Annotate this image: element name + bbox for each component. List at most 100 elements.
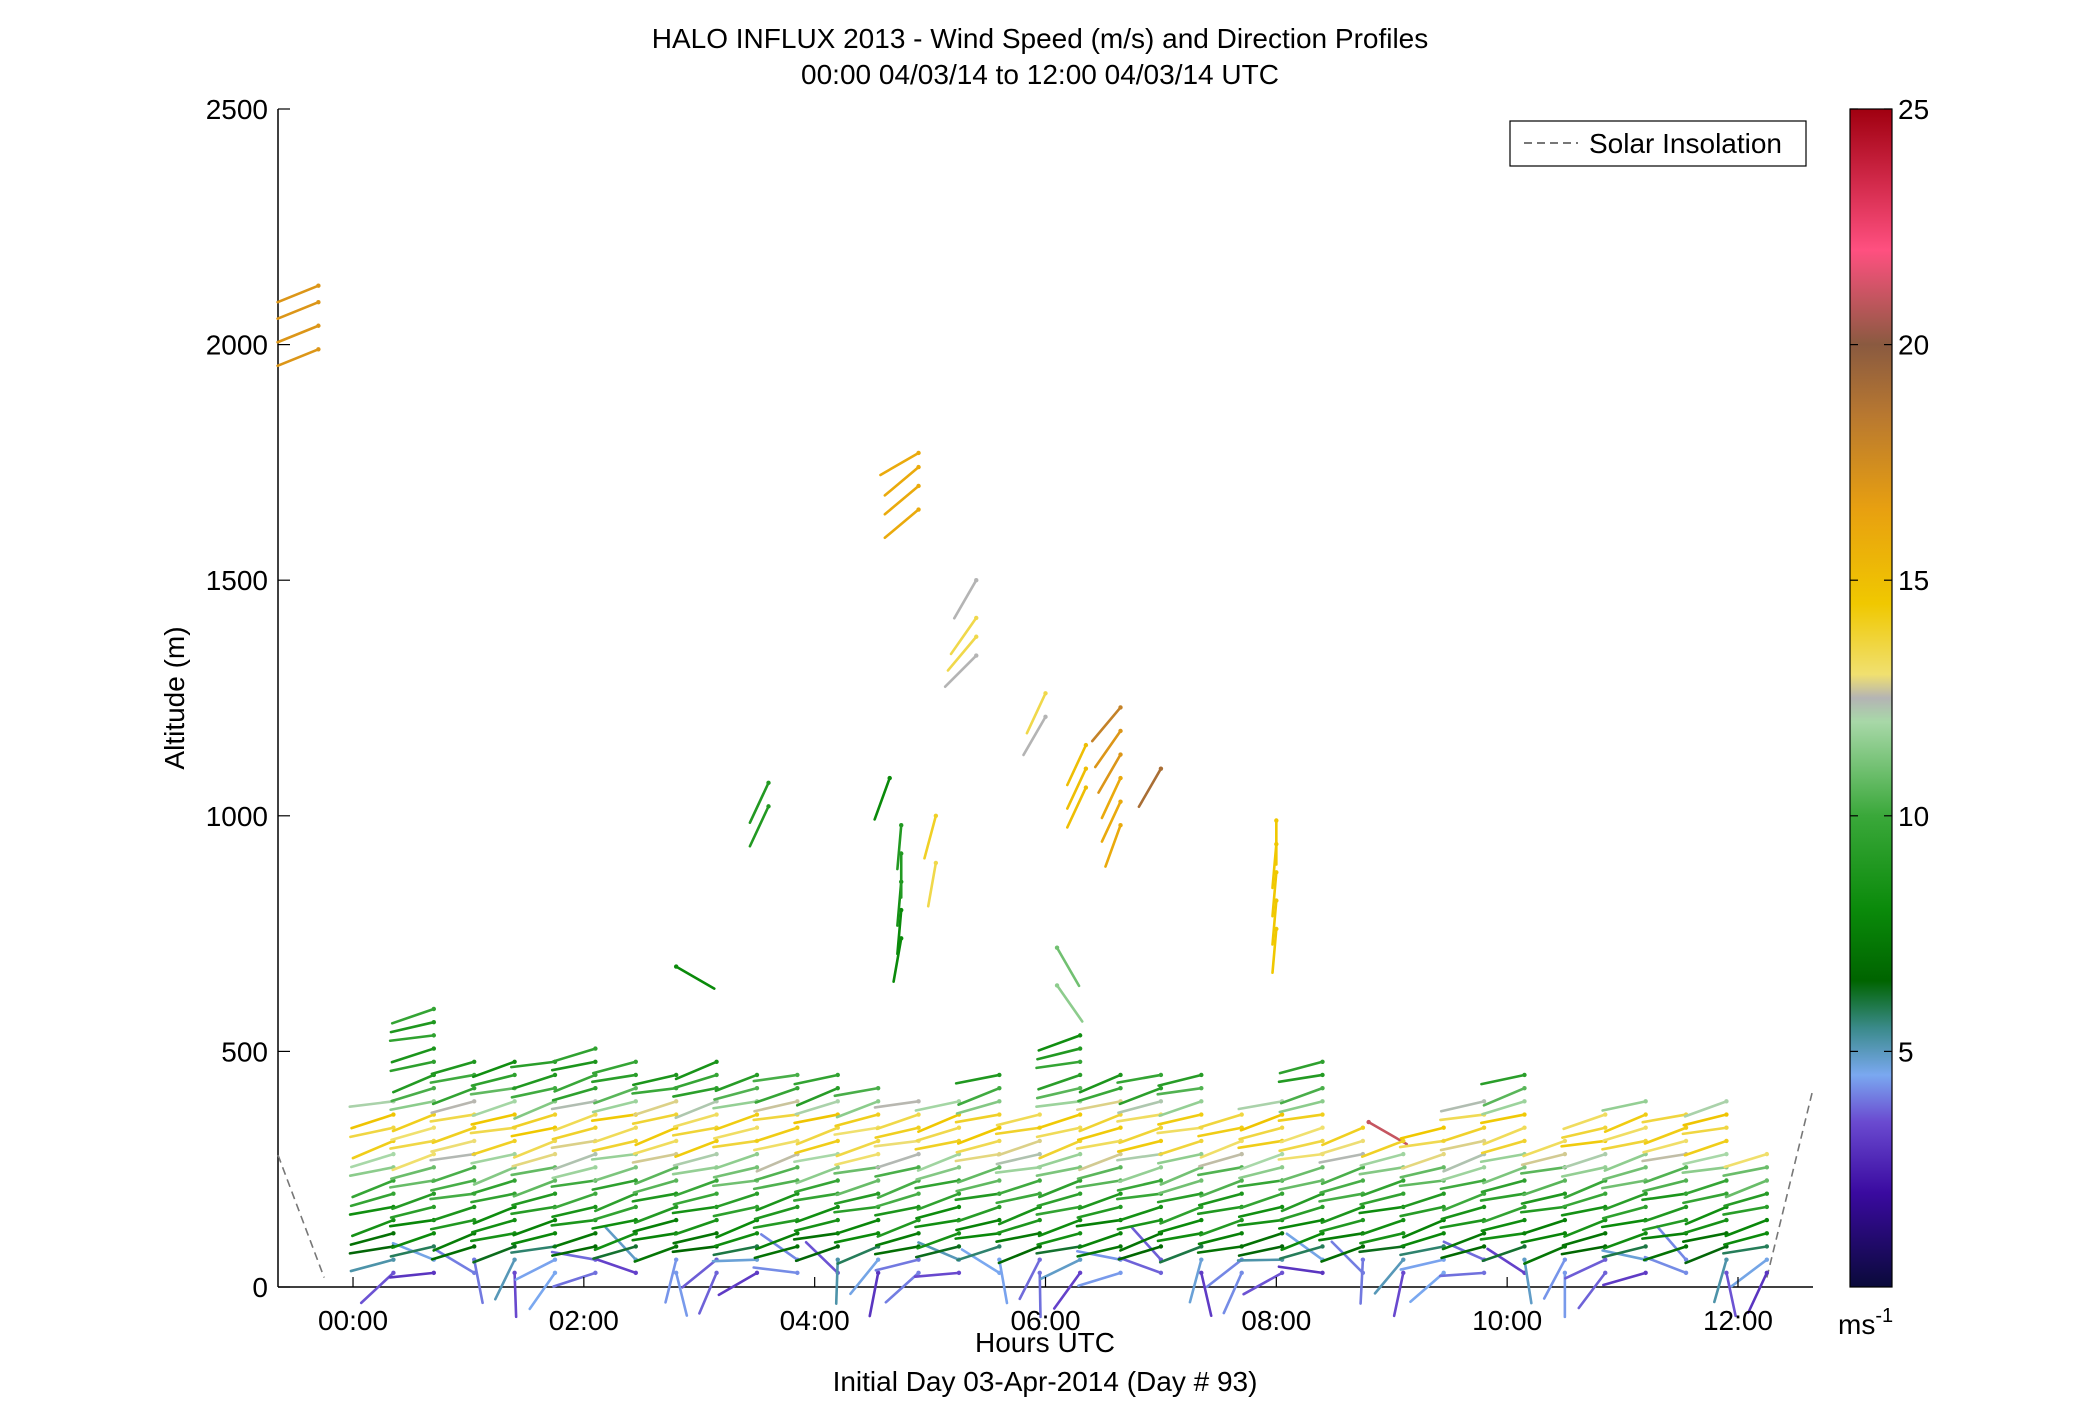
wind-barb-dot <box>1037 1151 1042 1157</box>
wind-barb-dot <box>1603 1270 1608 1276</box>
wind-barb <box>1239 1192 1284 1210</box>
wind-barb <box>793 1179 840 1194</box>
wind-barb-dot <box>431 1151 437 1157</box>
wind-barb <box>883 465 920 497</box>
wind-barb-dot <box>1320 1138 1325 1144</box>
wind-barb <box>1479 1192 1526 1202</box>
wind-barb-dot <box>875 1270 881 1276</box>
x-tick-label: 04:00 <box>780 1305 850 1336</box>
wind-barb-dot <box>593 1231 598 1236</box>
wind-barb <box>671 1166 718 1176</box>
wind-barb <box>1683 1179 1728 1196</box>
wind-barb <box>1643 1255 1688 1275</box>
wind-barb-dot <box>766 804 771 809</box>
wind-barb <box>350 1113 395 1130</box>
wind-barb <box>994 1126 1042 1136</box>
wind-barb-dot <box>835 1217 840 1223</box>
wind-barb <box>1319 1218 1365 1233</box>
wind-barb <box>1521 1218 1567 1235</box>
wind-barb-dot <box>633 1178 638 1183</box>
wind-barb <box>1562 1113 1607 1131</box>
wind-barb <box>1271 871 1278 918</box>
wind-barb <box>633 1245 678 1263</box>
wind-barb <box>470 1073 516 1087</box>
wind-barb-dot <box>431 1204 437 1210</box>
wind-barb-dot <box>1401 1217 1406 1223</box>
wind-barb <box>833 1126 880 1136</box>
wind-barb <box>276 284 320 304</box>
wind-barb-dot <box>1562 1191 1568 1196</box>
wind-barb <box>1075 1139 1122 1150</box>
wind-barb <box>1367 1120 1409 1146</box>
wind-barb <box>1641 1113 1688 1124</box>
y-ticks: 0 500 1000 1500 2000 2500 <box>206 94 290 1303</box>
wind-barb-dot <box>1603 1165 1608 1170</box>
colorbar-tick-label: 5 <box>1898 1036 1914 1067</box>
wind-barb-dot <box>1199 1151 1204 1157</box>
plot-frame <box>278 109 1813 1287</box>
wind-barb-dot <box>1320 1085 1325 1091</box>
wind-barb <box>1561 1231 1607 1247</box>
wind-barb <box>1097 753 1122 794</box>
wind-barb <box>389 1139 436 1150</box>
wind-barb <box>431 1086 476 1106</box>
wind-barb <box>1035 1086 1082 1100</box>
wind-barb <box>552 1271 597 1288</box>
wind-barb-dot <box>552 1191 558 1196</box>
wind-barb-dot <box>1118 1085 1123 1091</box>
wind-barb <box>512 1179 557 1198</box>
wind-barb-dot <box>593 1046 598 1051</box>
wind-barb-dot <box>1158 1217 1164 1223</box>
wind-barb <box>712 1139 759 1149</box>
wind-barb <box>390 1007 436 1025</box>
wind-barb <box>874 1126 920 1139</box>
wind-barb <box>1035 1100 1082 1109</box>
wind-barb <box>1360 1179 1405 1197</box>
wind-barb <box>391 1152 436 1172</box>
wind-barb <box>1562 1152 1607 1170</box>
wind-barb <box>1076 1126 1122 1142</box>
wind-barb <box>956 1166 1001 1184</box>
wind-barb <box>873 1245 920 1256</box>
wind-barb <box>760 1233 799 1261</box>
wind-barb-dot <box>472 1085 477 1091</box>
wind-barb-dot <box>875 1178 881 1183</box>
wind-barb <box>1237 1139 1284 1150</box>
wind-barb-dot <box>1724 1138 1729 1144</box>
wind-barb <box>1237 1179 1284 1188</box>
wind-barb <box>1100 776 1122 820</box>
wind-barb-dot <box>916 450 921 456</box>
wind-barb <box>1684 1245 1728 1265</box>
wind-barb <box>1320 1166 1365 1186</box>
wind-barb <box>1271 899 1278 946</box>
wind-barb-dot <box>1522 1138 1527 1144</box>
wind-barb <box>1318 1192 1365 1203</box>
wind-barb <box>793 1218 840 1233</box>
wind-barb <box>1039 1258 1082 1281</box>
wind-barb-dot <box>1118 823 1123 828</box>
wind-barb-dot <box>714 1178 719 1183</box>
wind-barb-dot <box>1481 1125 1487 1130</box>
wind-barb <box>672 1086 718 1098</box>
wind-barb-dot <box>1077 1231 1083 1236</box>
wind-barb-dot <box>673 1217 679 1223</box>
wind-barb-dot <box>1481 1138 1487 1144</box>
wind-barb <box>681 1258 718 1289</box>
wind-barb <box>1482 1126 1526 1146</box>
wind-barb-dot <box>512 1112 517 1117</box>
wind-barb <box>875 1152 920 1170</box>
wind-barb-dot <box>1320 1204 1325 1210</box>
wind-barb-dot <box>714 1191 719 1196</box>
wind-barb <box>1090 706 1122 743</box>
wind-barb <box>510 1126 557 1138</box>
wind-barb-dot <box>633 1204 638 1210</box>
wind-barb <box>996 1179 1042 1196</box>
wind-barb-dot <box>1077 1072 1083 1078</box>
wind-barb <box>1560 1139 1607 1148</box>
wind-barb <box>1722 1245 1769 1255</box>
wind-barb <box>1724 1218 1769 1238</box>
wind-barb <box>551 1245 597 1257</box>
wind-barb <box>1722 1166 1769 1178</box>
wind-barb <box>430 1100 476 1115</box>
wind-barb <box>1398 1179 1445 1188</box>
